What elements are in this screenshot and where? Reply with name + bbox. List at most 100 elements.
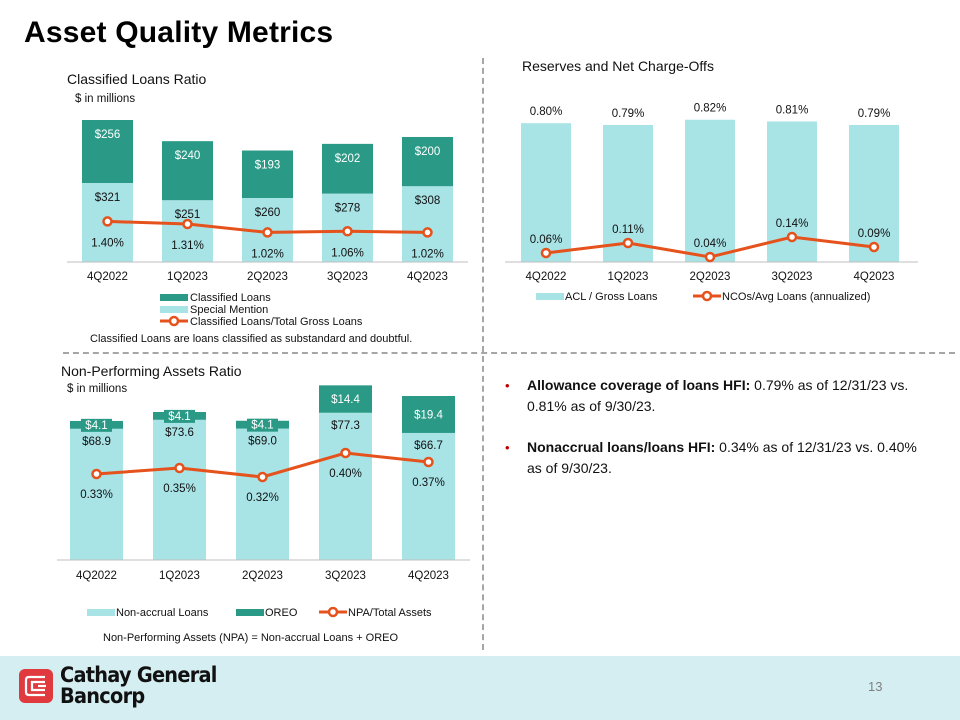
npa-ratio-marker: [340, 447, 351, 459]
label-classified-loans: $200: [415, 146, 441, 158]
classified-chart-subtitle: $ in millions: [75, 93, 136, 105]
x-tick-label: 4Q2023: [408, 570, 449, 582]
legend-swatch-non-accrual: [87, 609, 115, 616]
x-tick-label: 1Q2023: [167, 271, 208, 283]
x-tick-label: 2Q2023: [247, 271, 288, 283]
x-tick-label: 2Q2023: [242, 570, 283, 582]
npa-ratio-marker: [174, 462, 185, 474]
key-points: • Allowance coverage of loans HFI: 0.79%…: [505, 375, 925, 499]
legend-label: Special Mention: [190, 304, 268, 316]
label-special-mention: $260: [255, 207, 281, 219]
bar-non-accrual-loans: [70, 428, 123, 560]
label-oreo: $4.1: [251, 420, 273, 432]
bullet-icon: •: [505, 440, 510, 455]
bullet-icon: •: [505, 378, 510, 393]
bullet-text: 0.34% as of 12/31/23 vs. 0.40% as of 9/3…: [527, 439, 917, 476]
legend-swatch-acl: [536, 293, 564, 300]
bar-acl-gross-loans: [685, 119, 735, 262]
x-tick-label: 4Q2023: [407, 271, 448, 283]
footer-bar: [0, 656, 960, 720]
legend-label: OREO: [265, 607, 298, 619]
label-classified-loans: $256: [95, 129, 121, 141]
bar-special-mention: [402, 186, 453, 262]
label-acl-gross-loans: 0.81%: [776, 104, 809, 116]
label-non-accrual-loans: $69.0: [248, 436, 277, 448]
label-non-accrual-loans: $68.9: [82, 436, 111, 448]
label-npa-ratio: 0.33%: [80, 489, 113, 501]
legend-swatch-oreo: [236, 609, 264, 616]
label-nco-ratio: 0.11%: [612, 224, 644, 236]
npa-chart-subtitle: $ in millions: [67, 383, 128, 395]
nco-ratio-marker: [786, 231, 798, 243]
legend-line-classified-ratio-marker: [168, 315, 180, 327]
label-oreo: $19.4: [414, 409, 443, 421]
bar-special-mention: [162, 200, 213, 262]
x-tick-label: 4Q2022: [76, 570, 117, 582]
bar-classified-loans: [322, 143, 373, 194]
label-special-mention: $251: [175, 209, 201, 221]
legend-line-npa-ratio-marker: [327, 606, 339, 618]
bar-non-accrual-loans: [236, 428, 289, 560]
label-oreo-background: [247, 418, 278, 432]
brand-name-line1: Cathay General: [60, 663, 217, 687]
reserves-chart: 0.80% 0.06% 4Q2022 0.79% 0.11% 1Q2023 0.82% 0.0…: [505, 103, 918, 303]
label-classified-ratio: 1.02%: [411, 248, 444, 260]
label-classified-ratio: 1.06%: [331, 247, 364, 259]
legend-label: NPA/Total Assets: [348, 607, 432, 619]
label-npa-ratio: 0.35%: [163, 483, 196, 495]
legend-label: Classified Loans/Total Gross Loans: [190, 316, 363, 328]
label-special-mention: $308: [415, 195, 441, 207]
bullet-label: Allowance coverage of loans HFI:: [527, 377, 751, 393]
classified-chart-title: Classified Loans Ratio: [67, 71, 207, 87]
bar-acl-gross-loans: [849, 124, 899, 262]
nco-ratio-marker: [540, 247, 552, 259]
legend-label: NCOs/Avg Loans (annualized): [722, 291, 870, 303]
nco-ratio-marker: [704, 251, 716, 263]
nco-ratio-marker: [868, 241, 880, 253]
label-classified-loans: $193: [255, 160, 281, 172]
label-classified-loans: $240: [175, 150, 201, 162]
bar-oreo: [319, 385, 372, 413]
label-acl-gross-loans: 0.82%: [694, 103, 727, 115]
bar-non-accrual-loans: [319, 412, 372, 560]
bar-classified-loans: [82, 120, 133, 184]
bullet-text: 0.79% as of 12/31/23 vs. 0.81% as of 9/3…: [527, 377, 909, 414]
page-number: 13: [868, 679, 883, 694]
bar-non-accrual-loans: [153, 419, 206, 560]
label-oreo: $4.1: [168, 411, 190, 423]
x-tick-label: 4Q2022: [87, 271, 128, 283]
cathay-logo-icon: [19, 669, 53, 703]
label-classified-ratio: 1.40%: [91, 237, 124, 249]
npa-chart: $4.1 $68.9 0.33% 4Q2022 $4.1 $73.6 0.35% 1Q2023…: [57, 385, 470, 619]
classified-ratio-marker: [102, 216, 113, 227]
npa-chart-title: Non-Performing Assets Ratio: [61, 363, 242, 379]
npa-ratio-marker: [257, 471, 268, 483]
label-acl-gross-loans: 0.79%: [612, 108, 645, 120]
classified-ratio-marker: [182, 218, 193, 230]
bullet-label: Nonaccrual loans/loans HFI:: [527, 439, 716, 455]
x-tick-label: 1Q2023: [608, 271, 649, 283]
legend-label: Non-accrual Loans: [116, 607, 209, 619]
label-non-accrual-loans: $73.6: [165, 427, 194, 439]
label-classified-ratio: 1.31%: [171, 240, 204, 252]
bullet-allowance-coverage: • Allowance coverage of loans HFI: 0.79%…: [505, 375, 925, 417]
x-tick-label: 4Q2023: [854, 271, 895, 283]
nco-ratio-marker: [622, 237, 634, 249]
page-title: Asset Quality Metrics: [24, 16, 334, 49]
vertical-divider: [482, 58, 484, 650]
bar-classified-loans: [162, 141, 213, 201]
bar-classified-loans: [402, 136, 453, 187]
legend-swatch-special-mention: [160, 306, 188, 313]
label-oreo: $14.4: [331, 394, 360, 406]
label-acl-gross-loans: 0.79%: [858, 108, 891, 120]
npa-chart-note: Non-Performing Assets (NPA) = Non-accrua…: [103, 632, 399, 644]
label-oreo: $4.1: [85, 420, 107, 432]
bar-classified-loans: [242, 150, 293, 199]
legend-label: Classified Loans: [190, 292, 271, 304]
x-tick-label: 2Q2023: [690, 271, 731, 283]
x-tick-label: 1Q2023: [159, 570, 200, 582]
label-non-accrual-loans: $66.7: [414, 440, 443, 452]
npa-ratio-marker: [91, 468, 102, 480]
brand-name: Cathay General Bancorp: [60, 665, 217, 707]
legend-label: ACL / Gross Loans: [565, 291, 658, 303]
